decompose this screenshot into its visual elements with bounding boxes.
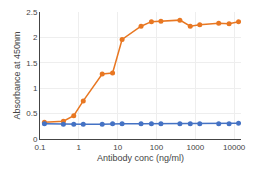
svg-text:1000: 1000 — [186, 143, 204, 152]
svg-text:Absorbance at 450nm: Absorbance at 450nm — [12, 31, 22, 119]
svg-text:1: 1 — [77, 143, 82, 152]
svg-text:10000: 10000 — [223, 143, 246, 152]
svg-text:0: 0 — [33, 135, 38, 144]
svg-text:0.5: 0.5 — [26, 109, 38, 118]
svg-text:10: 10 — [113, 143, 122, 152]
svg-text:100: 100 — [150, 143, 164, 152]
svg-text:1: 1 — [33, 84, 38, 93]
svg-text:Antibody conc (ng/ml): Antibody conc (ng/ml) — [97, 153, 184, 163]
svg-text:2.5: 2.5 — [26, 8, 38, 17]
svg-text:2: 2 — [33, 33, 38, 42]
svg-text:0.1: 0.1 — [34, 143, 46, 152]
svg-text:1.5: 1.5 — [26, 59, 38, 68]
